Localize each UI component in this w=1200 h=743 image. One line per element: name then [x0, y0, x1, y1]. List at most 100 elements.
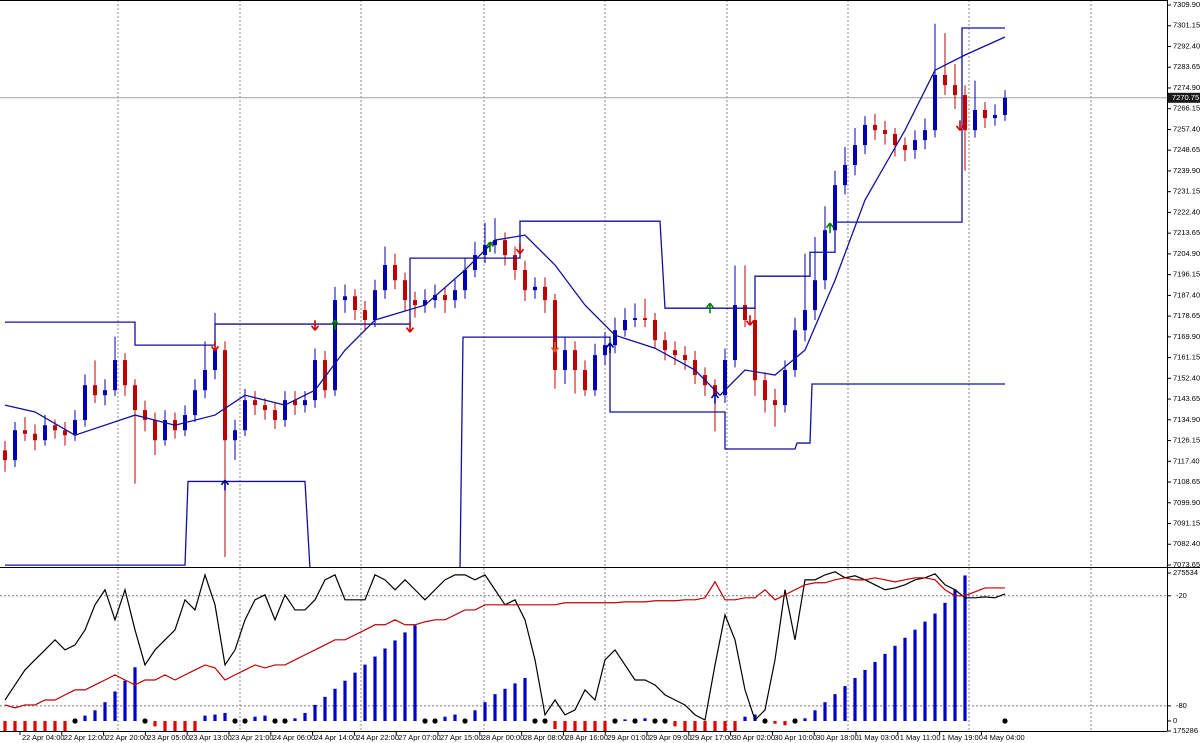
histogram-bar	[153, 721, 157, 727]
histogram-bar	[203, 715, 207, 722]
candle-body	[753, 320, 757, 381]
candle-body	[553, 300, 557, 371]
x-tick-label: 22 Apr 04:00	[22, 733, 65, 742]
candle-body	[643, 318, 647, 321]
candle-body	[743, 305, 747, 321]
y-tick-label: 7213.65	[1173, 228, 1200, 237]
candle-body	[523, 270, 527, 291]
histogram-bar	[943, 602, 947, 722]
candle-body	[613, 330, 617, 346]
histogram-bar	[823, 702, 827, 722]
histogram-bar	[123, 680, 127, 722]
histogram-bar	[813, 710, 817, 722]
x-tick-label: 29 Apr 17:00	[691, 733, 734, 742]
histogram-bar	[133, 667, 137, 722]
candle-body	[963, 95, 967, 131]
y-tick-label: 7082.40	[1173, 539, 1200, 548]
signal-arrow	[310, 320, 320, 331]
signal-arrow	[485, 241, 495, 253]
candle-body	[243, 400, 247, 431]
histogram-bar	[773, 721, 777, 724]
candle-body	[313, 360, 317, 401]
y-tick-label: 7073.65	[1173, 560, 1200, 569]
x-tick-label: 30 Apr 18:00	[816, 733, 859, 742]
candle-body	[953, 85, 957, 96]
signal-arrow	[605, 342, 615, 354]
y-tick-label: 7091.15	[1173, 519, 1200, 528]
histogram-zero	[632, 718, 638, 724]
candle-body	[423, 300, 427, 306]
y-tick-label: 7178.65	[1173, 311, 1200, 320]
x-tick-label: 29 Apr 09:00	[649, 733, 692, 742]
candle-body	[63, 430, 67, 436]
y-tick-label: 7117.40	[1173, 456, 1200, 465]
candle-body	[23, 430, 27, 434]
x-tick-label: 24 Apr 14:00	[315, 733, 358, 742]
histogram-zero	[792, 718, 798, 724]
signal-arrow	[955, 120, 965, 131]
histogram-zero	[432, 718, 438, 724]
candle-body	[223, 350, 227, 441]
y2-tick-label: 0	[1173, 716, 1177, 725]
signal-arrow	[405, 322, 415, 333]
candle-body	[123, 360, 127, 386]
histogram-bar	[503, 688, 507, 722]
y-tick-label: 7108.65	[1173, 477, 1200, 486]
y-tick-label: 7152.40	[1173, 373, 1200, 382]
x-tick-label: 27 Apr 15:00	[440, 733, 483, 742]
y-tick-label: 7222.40	[1173, 207, 1200, 216]
candle-body	[163, 420, 167, 441]
signal-arrow	[825, 222, 835, 234]
x-tick-label: 22 Apr 20:00	[106, 733, 149, 742]
histogram-bar	[103, 702, 107, 722]
histogram-zero	[242, 718, 248, 724]
histogram-bar	[343, 680, 347, 722]
candle-body	[573, 350, 577, 371]
candle-body	[583, 370, 587, 391]
histogram-bar	[933, 613, 937, 722]
y-tick-label: 7257.40	[1173, 124, 1200, 133]
candle-body	[973, 110, 977, 131]
candle-body	[283, 400, 287, 421]
x-tick-label: 22 Apr 12:00	[64, 733, 107, 742]
histogram-bar	[333, 688, 337, 722]
histogram-bar	[583, 721, 587, 731]
candle-body	[303, 400, 307, 406]
candle-body	[443, 295, 447, 301]
candle-body	[933, 74, 937, 131]
candle-body	[193, 390, 197, 416]
signal-arrow	[710, 393, 720, 404]
histogram-bar	[703, 721, 707, 731]
histogram-bar	[453, 714, 457, 722]
candle-body	[683, 355, 687, 361]
histogram-bar	[83, 715, 87, 722]
candle-body	[453, 290, 457, 301]
candle-body	[363, 310, 367, 321]
candle-body	[113, 360, 117, 391]
histogram-bar	[483, 702, 487, 722]
y2-tick-label: 175286	[1173, 726, 1198, 735]
candle-body	[3, 450, 7, 461]
candle-body	[993, 114, 997, 119]
candle-body	[533, 286, 537, 291]
histogram-bar	[223, 712, 227, 722]
histogram-bar	[293, 718, 297, 722]
histogram-bar	[13, 721, 17, 731]
x-tick-label: 28 Apr 00:00	[482, 733, 525, 742]
histogram-bar	[413, 625, 417, 722]
histogram-bar	[643, 718, 647, 722]
candle-body	[433, 295, 437, 301]
candle-body	[593, 355, 597, 391]
candle-body	[663, 340, 667, 351]
histogram-bar	[563, 721, 567, 731]
histogram-bar	[783, 721, 787, 726]
histogram-bar	[303, 712, 307, 722]
candle-body	[653, 320, 657, 341]
candle-body	[673, 350, 677, 356]
histogram-bar	[903, 637, 907, 722]
candle-body	[943, 74, 947, 86]
candle-body	[923, 130, 927, 141]
histogram-bar	[713, 721, 717, 731]
